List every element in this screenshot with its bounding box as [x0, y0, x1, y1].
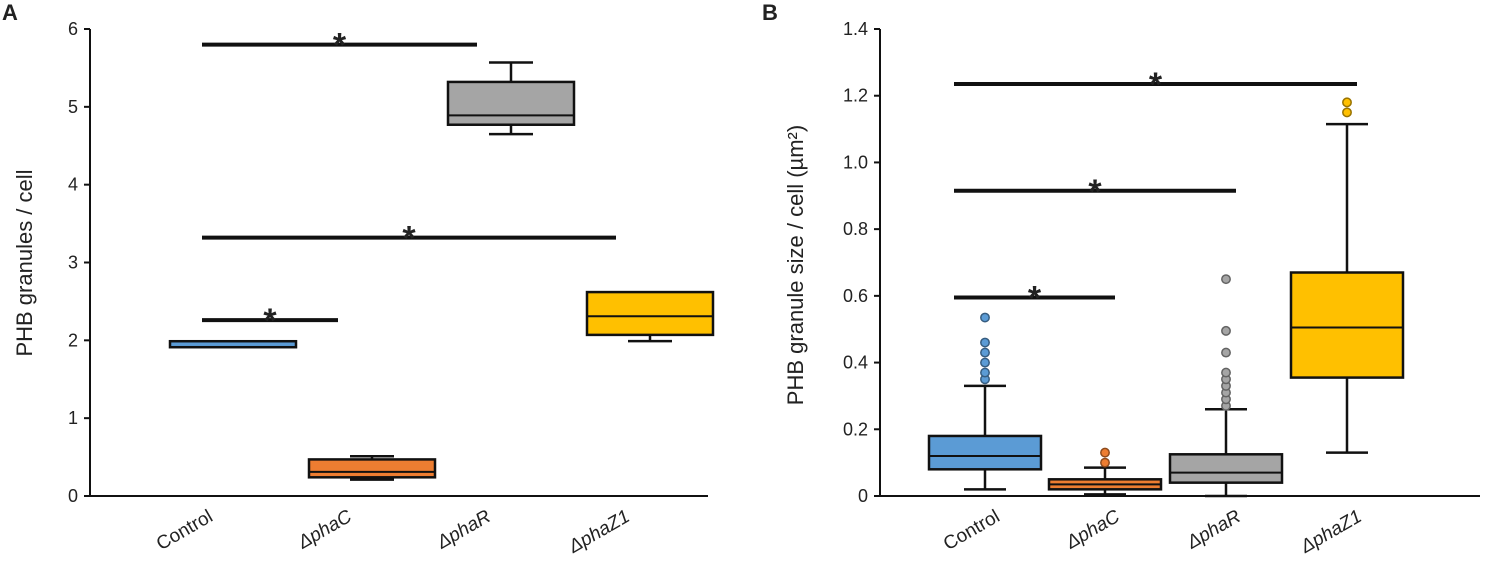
significance-star: * — [402, 220, 416, 258]
box-iqr — [927, 434, 1043, 471]
box-iqr — [446, 80, 576, 126]
panel-b-chart: B PHB granule size / cell (µm²) 00.20.40… — [762, 0, 1480, 558]
panel-b-category-labels: Control ΔphaC ΔphaR ΔphaZ1 — [940, 506, 1366, 558]
panel-b-y-ticks: 0 0.2 0.4 0.6 0.8 1.0 1.2 1.4 — [843, 19, 880, 506]
panel-a-y-tick-label: 6 — [68, 19, 78, 39]
outlier-point — [1221, 325, 1231, 336]
panel-a-y-ticks: 0 1 2 3 4 5 6 — [68, 19, 90, 506]
panel-a-y-tick-label: 1 — [68, 408, 78, 428]
panel-a-category-label: ΔphaC — [294, 506, 356, 554]
box-iqr — [1168, 453, 1284, 484]
box-iqr — [585, 290, 715, 337]
panel-b-y-tick-label: 0.6 — [843, 286, 868, 306]
panel-a-y-tick-label: 4 — [68, 175, 78, 195]
significance-star: * — [263, 302, 277, 340]
panel-a-letter: A — [2, 0, 18, 25]
panel-a-y-tick-label: 2 — [68, 330, 78, 350]
outlier-point — [1221, 274, 1231, 285]
panel-b-category-label: ΔphaC — [1062, 506, 1124, 554]
panel-b-boxes — [927, 97, 1405, 498]
panel-b-letter: B — [762, 0, 778, 25]
significance-star: * — [1028, 280, 1042, 318]
panel-a-category-labels: Control ΔphaC ΔphaR ΔphaZ1 — [153, 506, 634, 558]
panel-b-y-tick-label: 1.4 — [843, 19, 868, 39]
box-iqr — [307, 458, 437, 479]
outlier-point — [1342, 107, 1352, 118]
significance-star: * — [1149, 66, 1163, 104]
panel-b-category-label: ΔphaR — [1183, 506, 1245, 554]
panel-b-category-label: Control — [940, 506, 1004, 555]
outlier-point — [980, 367, 990, 378]
significance-star: * — [333, 27, 347, 65]
panel-b-box-1 — [1047, 447, 1163, 496]
panel-b-significance-bars: * * * — [954, 66, 1357, 318]
panel-a-significance-bars: * * * — [202, 27, 616, 340]
outlier-point — [980, 347, 990, 358]
panel-b-box-0 — [927, 312, 1043, 491]
outlier-point — [1100, 457, 1110, 468]
panel-a-box-2 — [446, 61, 576, 136]
panel-b-y-tick-label: 1.0 — [843, 152, 868, 172]
panel-b-box-3 — [1289, 97, 1405, 454]
panel-b-category-label: ΔphaZ1 — [1296, 506, 1365, 558]
panel-a-category-label: ΔphaR — [433, 506, 495, 554]
significance-star: * — [1088, 173, 1102, 211]
panel-a-box-1 — [307, 455, 437, 481]
panel-b-y-tick-label: 0.8 — [843, 219, 868, 239]
panel-a-y-axis-label: PHB granules / cell — [12, 169, 37, 356]
outlier-point — [980, 357, 990, 368]
panel-a-y-tick-label: 5 — [68, 97, 78, 117]
outlier-point — [1100, 447, 1110, 458]
panel-a-chart: A PHB granules / cell 0 1 2 3 4 5 6 * * * Contro… — [2, 0, 715, 558]
panel-b-y-tick-label: 0.4 — [843, 353, 868, 373]
panel-a-boxes — [168, 61, 715, 481]
box-iqr — [168, 339, 298, 349]
outlier-point — [1221, 367, 1231, 378]
panel-a-y-tick-label: 3 — [68, 253, 78, 273]
panel-b-y-tick-label: 0.2 — [843, 419, 868, 439]
panel-b-y-tick-label: 0 — [858, 486, 868, 506]
panel-b-y-tick-label: 1.2 — [843, 86, 868, 106]
panel-a-y-tick-label: 0 — [68, 486, 78, 506]
outlier-point — [980, 337, 990, 348]
box-iqr — [1289, 271, 1405, 379]
panel-b-box-2 — [1168, 274, 1284, 498]
outlier-point — [1342, 97, 1352, 108]
panel-a-box-0 — [168, 339, 298, 349]
outlier-point — [980, 312, 990, 323]
panel-a-category-label: Control — [153, 506, 217, 555]
outlier-point — [1221, 347, 1231, 358]
panel-a-box-3 — [585, 290, 715, 343]
panel-b-y-axis-label: PHB granule size / cell (µm²) — [783, 125, 808, 405]
panel-a-category-label: ΔphaZ1 — [564, 506, 633, 558]
